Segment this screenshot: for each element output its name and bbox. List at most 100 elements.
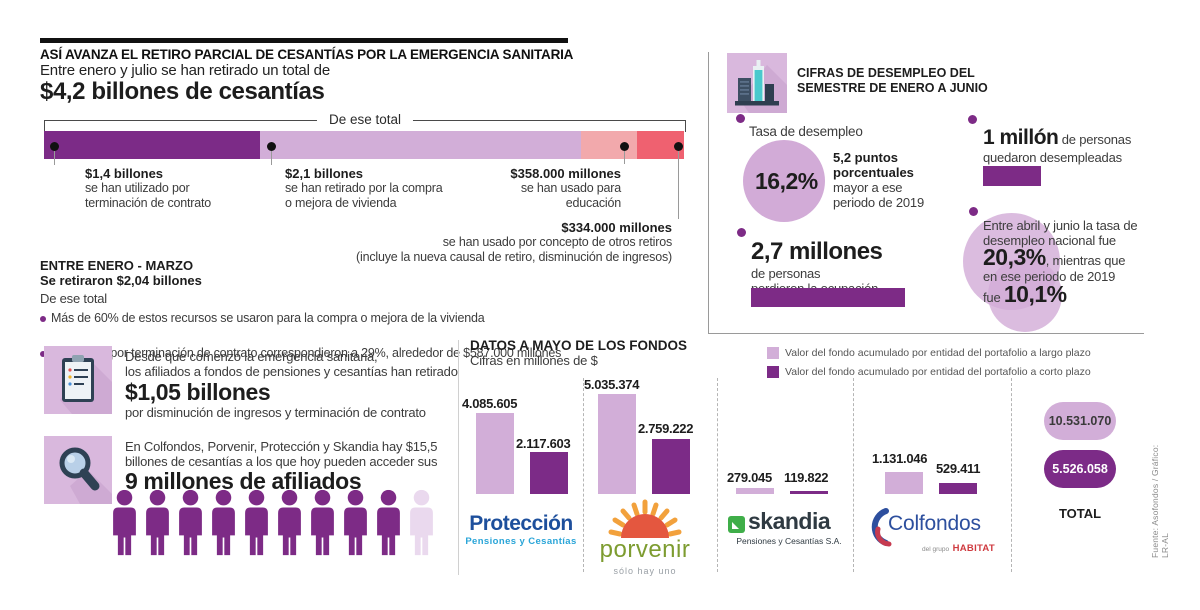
- segment-desc: educación: [565, 196, 621, 210]
- segment-amount: $334.000 millones: [561, 220, 672, 235]
- bar-value-label: 2.759.222: [638, 421, 694, 436]
- skandia-logo-sub: Pensiones y Cesantías S.A.: [736, 536, 842, 546]
- stacked-segment-1: [44, 131, 260, 159]
- q1-title: ENTRE ENERO - MARZO: [40, 258, 194, 273]
- bar-value-label: 5.035.374: [584, 377, 640, 392]
- segment-label-4: $334.000 millones se han usado por conce…: [310, 220, 672, 265]
- total-long-pill: 10.531.070: [1044, 402, 1116, 440]
- q2-circle-small: [988, 258, 1062, 332]
- bar-value-label: 279.045: [727, 470, 772, 485]
- connector-2: [271, 151, 272, 165]
- total-label: TOTAL: [1058, 506, 1102, 521]
- person-icon: [341, 489, 370, 557]
- bar-value-label: 4.085.605: [462, 396, 518, 411]
- person-icon: [143, 489, 172, 557]
- rate-circle: [743, 140, 825, 222]
- person-icon: [176, 489, 205, 557]
- unemployment-title-line: SEMESTRE DE ENERO A JUNIO: [797, 80, 988, 95]
- marker-dot-3: [620, 142, 629, 151]
- card-line: billones de cesantías a los que hoy pued…: [125, 454, 438, 469]
- q2-line: desempleo nacional fue: [983, 233, 1116, 248]
- proteccion-logo-sub: Pensiones y Cesantías: [465, 536, 577, 547]
- panel-bullet-dot: [968, 115, 977, 124]
- bar-value-label: 529.411: [936, 461, 981, 476]
- colfondos-sub-small: del grupo: [922, 546, 950, 553]
- unemployment-title: CIFRAS DE DESEMPLEO DEL SEMESTRE DE ENER…: [797, 66, 988, 95]
- unemployment-panel-border: [708, 52, 1144, 334]
- magnifier-icon: [44, 436, 112, 504]
- connector-3: [624, 151, 625, 164]
- card-line: En Colfondos, Porvenir, Protección y Ska…: [125, 439, 438, 454]
- buildings-icon: [727, 53, 787, 113]
- unemployment-title-line: CIFRAS DE DESEMPLEO DEL: [797, 66, 975, 80]
- segment-desc: se han usado por concepto de otros retir…: [442, 235, 672, 249]
- segment-amount: $2,1 billones: [285, 166, 364, 181]
- q2-line: en ese periodo de 2019: [983, 269, 1116, 284]
- bar-colfondos-long: [885, 472, 923, 494]
- card-line: por disminución de ingresos y terminació…: [125, 405, 426, 420]
- q2-big1: 20,3%: [983, 244, 1046, 270]
- colfondos-logo-name: Colfondos: [888, 512, 981, 535]
- header-total: $4,2 billones de cesantías: [40, 78, 325, 105]
- legend-label: Valor del fondo acumulado por entidad de…: [785, 366, 1091, 378]
- column-divider: [1011, 378, 1012, 572]
- person-icon: [308, 489, 337, 557]
- bracket-label: De ese total: [316, 112, 414, 127]
- stacked-bar: [44, 131, 684, 159]
- card-big-value: 9 millones de afiliados: [125, 468, 362, 494]
- legend-short-term: Valor del fondo acumulado por entidad de…: [767, 366, 1091, 378]
- bar-proteccion-long: [476, 413, 514, 494]
- total-short-pill: 5.526.058: [1044, 450, 1116, 488]
- source-credit: Fuente: Asofondos / Gráfico: LR-AL: [1150, 444, 1170, 558]
- segment-label-3: $358.000 millones se han usado para educ…: [465, 166, 621, 211]
- occupation-bar: [751, 288, 905, 307]
- colfondos-sub-bold: HABITAT: [952, 543, 995, 554]
- connector-1: [54, 151, 55, 165]
- marker-dot-4: [674, 142, 683, 151]
- porvenir-logo-name: porvenir: [599, 536, 691, 563]
- occupation-line: de personas: [751, 266, 821, 281]
- colfondos-crescent-icon: [871, 508, 892, 547]
- million-block: 1 millón de personas quedaron desemplead…: [983, 126, 1131, 165]
- person-icon: [209, 489, 238, 557]
- segment-label-1: $1,4 billones se han utilizado por termi…: [85, 166, 211, 211]
- person-icon: [374, 489, 403, 557]
- porvenir-sun-icon: [608, 499, 682, 538]
- segment-amount: $1,4 billones: [85, 166, 164, 181]
- header-subtitle: Entre enero y julio se han retirado un t…: [40, 62, 330, 79]
- skandia-arrow-icon: [728, 516, 745, 533]
- card-line: los afiliados a fondos de pensiones y ce…: [125, 364, 458, 379]
- people-row: [110, 489, 436, 557]
- legend-swatch-long: [767, 347, 779, 359]
- funds-subtitle: Cifras en millones de $: [470, 353, 598, 368]
- funds-title: DATOS A MAYO DE LOS FONDOS: [470, 338, 688, 353]
- million-big: 1 millón: [983, 126, 1059, 149]
- q2-line: Entre abril y junio la tasa de: [983, 218, 1138, 233]
- q1-amount: Se retiraron $2,04 billones: [40, 273, 202, 288]
- column-divider: [717, 378, 718, 572]
- title-rule: [40, 38, 568, 43]
- rate-note-line: periodo de 2019: [833, 195, 924, 210]
- person-icon: [242, 489, 271, 557]
- skandia-logo-name: skandia: [748, 508, 831, 534]
- occupation-big: 2,7 millones: [751, 238, 883, 265]
- marker-dot-2: [267, 142, 276, 151]
- card-line: Desde que comenzó la emergencia sanitari…: [125, 349, 378, 364]
- q2-mid: , mientras que: [1045, 253, 1126, 268]
- panel-bullet-dot: [736, 114, 745, 123]
- segment-desc: (incluye la nueva causal de retiro, dism…: [356, 250, 672, 264]
- segment-desc: se han retirado por la compra: [285, 181, 443, 195]
- rate-note-bold: porcentuales: [833, 165, 914, 180]
- bar-proteccion-short: [530, 452, 568, 494]
- proteccion-logo: Protección Pensiones y Cesantías: [462, 512, 580, 547]
- million-line2: quedaron desempleadas: [983, 150, 1122, 165]
- segment-amount: $358.000 millones: [510, 166, 621, 181]
- panel-bullet-dot: [969, 207, 978, 216]
- porvenir-logo: porvenir sólo hay uno: [595, 536, 695, 577]
- legend-long-term: Valor del fondo acumulado por entidad de…: [767, 347, 1091, 359]
- connector-4: [678, 151, 679, 219]
- stacked-segment-2: [259, 131, 581, 159]
- million-rest: de personas: [1058, 132, 1132, 147]
- bracket: De ese total: [44, 112, 686, 132]
